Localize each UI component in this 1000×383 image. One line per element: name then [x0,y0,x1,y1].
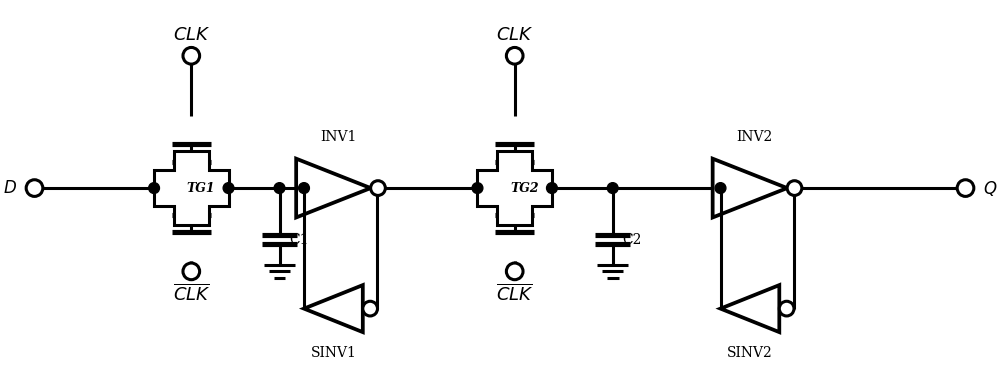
Text: $\mathit{D}$: $\mathit{D}$ [3,180,17,196]
Circle shape [363,301,378,316]
Text: INV1: INV1 [320,130,356,144]
Circle shape [183,263,200,280]
Circle shape [149,183,159,193]
Circle shape [371,181,385,195]
Circle shape [274,183,285,193]
Circle shape [299,183,309,193]
Text: SINV2: SINV2 [727,346,773,360]
Text: $\mathit{Q}$: $\mathit{Q}$ [983,178,998,198]
Polygon shape [154,151,229,225]
Text: TG2: TG2 [510,182,539,195]
Text: $\overline{\mathit{CLK}}$: $\overline{\mathit{CLK}}$ [173,283,210,304]
Circle shape [372,183,383,193]
Circle shape [547,183,557,193]
Text: SINV1: SINV1 [310,346,356,360]
Text: $\mathit{CLK}$: $\mathit{CLK}$ [173,26,210,44]
Circle shape [607,183,618,193]
Circle shape [789,183,799,193]
Text: C1: C1 [289,232,309,247]
Circle shape [183,47,200,64]
Text: TG1: TG1 [187,182,215,195]
Text: INV2: INV2 [737,130,773,144]
Circle shape [715,183,726,193]
Circle shape [26,180,43,196]
Circle shape [506,47,523,64]
Circle shape [506,263,523,280]
Text: $\mathit{CLK}$: $\mathit{CLK}$ [496,26,533,44]
Text: $\overline{\mathit{CLK}}$: $\overline{\mathit{CLK}}$ [496,283,533,304]
Circle shape [472,183,483,193]
Circle shape [957,180,974,196]
Circle shape [779,301,794,316]
Text: C2: C2 [622,232,642,247]
Circle shape [223,183,234,193]
Polygon shape [477,151,552,225]
Circle shape [787,181,802,195]
